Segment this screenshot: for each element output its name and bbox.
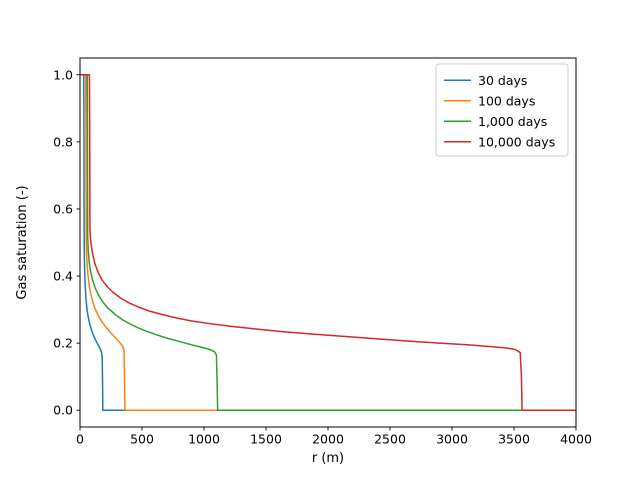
y-tick-label: 0.4 (53, 269, 73, 284)
x-tick-label: 3000 (436, 432, 468, 447)
y-axis-label: Gas saturation (-) (15, 185, 30, 299)
y-tick-label: 1.0 (53, 67, 73, 82)
legend: 30 days 100 days 1,000 days 10,000 days (435, 63, 569, 157)
x-tick-label: 2500 (374, 432, 406, 447)
y-tick-label: 0.8 (53, 134, 73, 149)
y-tick-label: 0.6 (53, 201, 73, 216)
legend-label: 10,000 days (478, 134, 555, 149)
series-100-days (80, 74, 576, 411)
y-tick-label: 0.2 (53, 336, 73, 351)
x-tick-label: 500 (130, 432, 154, 447)
legend-box (435, 63, 569, 157)
legend-label: 100 days (478, 93, 535, 108)
x-tick-label: 2000 (312, 432, 344, 447)
x-tick-label: 3500 (498, 432, 530, 447)
x-tick-label: 4000 (560, 432, 592, 447)
x-tick-label: 1000 (188, 432, 220, 447)
x-tick-label: 0 (76, 432, 84, 447)
x-tick-label: 1500 (250, 432, 282, 447)
legend-label: 1,000 days (478, 114, 547, 129)
chart-generated-layer: 0 500 1000 1500 2000 2500 3000 3500 4000 0.0 0.2 0.… (53, 57, 592, 447)
series-30-days (80, 74, 576, 411)
y-tick-label: 0.0 (53, 403, 73, 418)
axes-spines (79, 57, 577, 428)
series-1-000-days (80, 74, 576, 411)
legend-label: 30 days (478, 73, 527, 88)
series-10-000-days (80, 74, 576, 411)
x-axis-label: r (m) (312, 451, 344, 466)
